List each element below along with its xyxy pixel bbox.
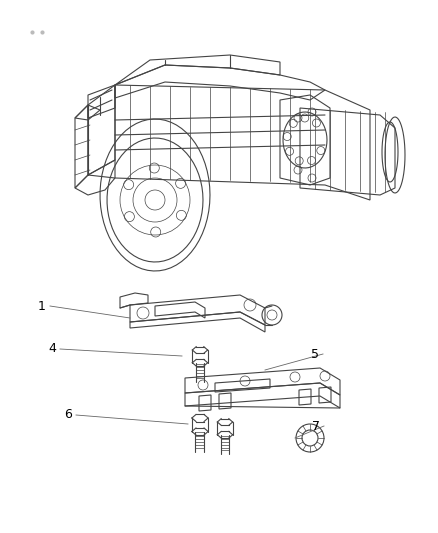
Text: 7: 7 xyxy=(311,419,319,432)
Text: 5: 5 xyxy=(310,348,318,360)
Text: 1: 1 xyxy=(38,300,46,312)
Text: 4: 4 xyxy=(48,343,56,356)
Text: 6: 6 xyxy=(64,408,72,422)
